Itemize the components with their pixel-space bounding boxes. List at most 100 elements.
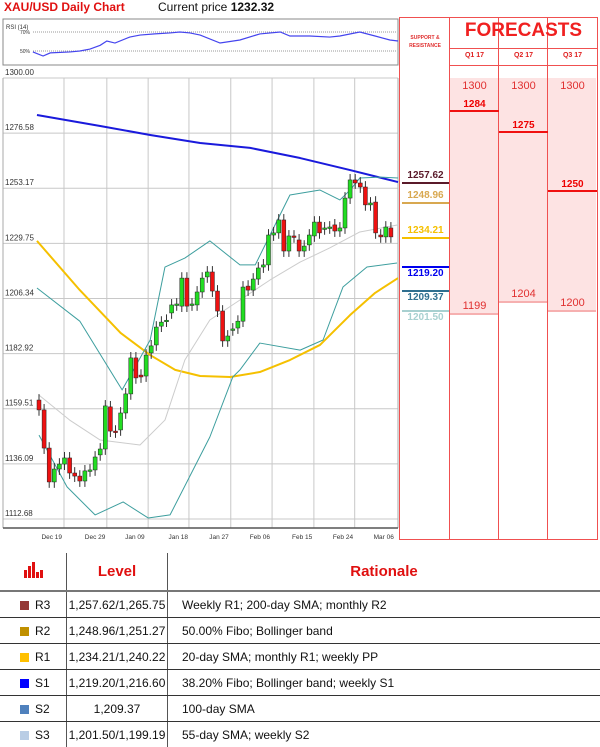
- candle-body: [88, 470, 92, 472]
- candle-body: [68, 458, 72, 473]
- candle: [185, 272, 189, 312]
- level-swatch: [20, 627, 29, 636]
- candle: [195, 286, 199, 311]
- sr-level: 1248.96: [402, 190, 449, 204]
- candle-body: [318, 222, 322, 233]
- y-tick-label: 1159.51: [5, 399, 34, 408]
- candle-body: [195, 292, 199, 305]
- level-swatch: [20, 705, 29, 714]
- candle-body: [83, 471, 87, 481]
- candle-body: [363, 187, 367, 205]
- forecasts-panel: FORECASTS SUPPORT & RESISTANCE Q1 17 130…: [399, 17, 598, 540]
- y-tick-label: 1206.34: [5, 288, 34, 297]
- table-row: S2 1,209.37 100-day SMA: [0, 696, 600, 722]
- candle-body: [149, 346, 153, 353]
- candle: [119, 407, 123, 436]
- candle: [63, 452, 67, 470]
- sma200-line: [37, 115, 398, 182]
- forecast-mid: 1250: [548, 179, 597, 192]
- candle-body: [170, 305, 174, 313]
- candle-body: [282, 220, 286, 251]
- candle-body: [307, 235, 311, 245]
- level-name: S2: [35, 702, 50, 716]
- candle: [256, 262, 260, 285]
- candle-body: [205, 272, 209, 277]
- candle-body: [389, 228, 393, 237]
- candle-body: [190, 304, 194, 306]
- candle-body: [221, 311, 225, 341]
- candle-body: [241, 287, 245, 321]
- candle-body: [353, 180, 357, 183]
- candle-body: [251, 279, 255, 290]
- candle: [226, 330, 230, 347]
- candle-body: [267, 235, 271, 265]
- candle-body: [200, 278, 204, 292]
- x-tick-label: Mar 06: [374, 534, 395, 541]
- level-rationale: 100-day SMA: [168, 696, 600, 722]
- candle-body: [134, 358, 138, 378]
- candle-body: [369, 203, 373, 205]
- sr-level: 1234.21: [402, 225, 449, 239]
- bar-chart-icon: [0, 553, 67, 591]
- table-row: R1 1,234.21/1,240.22 20-day SMA; monthly…: [0, 644, 600, 670]
- forecast-range: [548, 78, 596, 312]
- candle-body: [246, 286, 250, 290]
- candle: [318, 216, 322, 239]
- level-rationale: 38.20% Fibo; Bollinger band; weekly S1: [168, 670, 600, 696]
- y-tick-label: 1229.75: [5, 233, 34, 242]
- candle-body: [78, 476, 82, 481]
- candle-body: [379, 235, 383, 237]
- table-row: S3 1,201.50/1,199.19 55-day SMA; weekly …: [0, 722, 600, 747]
- candle-body: [103, 406, 107, 449]
- candle: [78, 470, 82, 487]
- candle: [103, 400, 107, 455]
- candle-body: [144, 355, 148, 376]
- candle-body: [333, 225, 337, 231]
- candle-body: [272, 233, 276, 235]
- price-chart: RSI (14) 70%50% 1300.001276.581253.17122…: [0, 0, 399, 545]
- candle: [363, 181, 367, 211]
- candle: [216, 285, 220, 317]
- candle-body: [73, 473, 77, 476]
- candle-body: [108, 407, 112, 431]
- candle: [267, 229, 271, 271]
- x-tick-label: Dec 29: [85, 534, 106, 541]
- y-tick-label: 1300.00: [5, 68, 34, 77]
- candle: [292, 230, 296, 243]
- candle: [88, 464, 92, 477]
- candle-body: [63, 458, 67, 464]
- candle-body: [154, 327, 158, 345]
- candle: [200, 272, 204, 298]
- candle-body: [159, 322, 163, 326]
- candle-body: [37, 400, 41, 410]
- candle: [282, 214, 286, 257]
- candle-body: [256, 268, 260, 279]
- candle-body: [236, 321, 240, 328]
- y-tick-label: 1182.92: [5, 344, 34, 353]
- level-swatch: [20, 731, 29, 740]
- candle-body: [231, 329, 235, 331]
- candle-body: [98, 449, 102, 455]
- candle: [374, 196, 378, 239]
- candle-body: [384, 227, 388, 237]
- candle: [98, 443, 102, 461]
- candle-body: [226, 336, 230, 341]
- level-value: 1,209.37: [67, 696, 168, 722]
- x-tick-label: Jan 27: [209, 534, 229, 541]
- candle-body: [312, 222, 316, 236]
- candle-body: [328, 227, 332, 229]
- candle: [190, 298, 194, 311]
- sr-level: 1209.37: [402, 290, 449, 304]
- candle: [134, 352, 138, 384]
- rsi-panel: [3, 19, 398, 65]
- candle: [108, 401, 112, 437]
- candle-body: [302, 246, 306, 251]
- forecast-high: 1300: [548, 80, 597, 92]
- candle: [384, 221, 388, 243]
- candle: [154, 321, 158, 351]
- candle-body: [216, 291, 220, 311]
- candle: [139, 369, 143, 383]
- candle: [221, 305, 225, 347]
- candle: [297, 234, 301, 257]
- candle-body: [185, 278, 189, 306]
